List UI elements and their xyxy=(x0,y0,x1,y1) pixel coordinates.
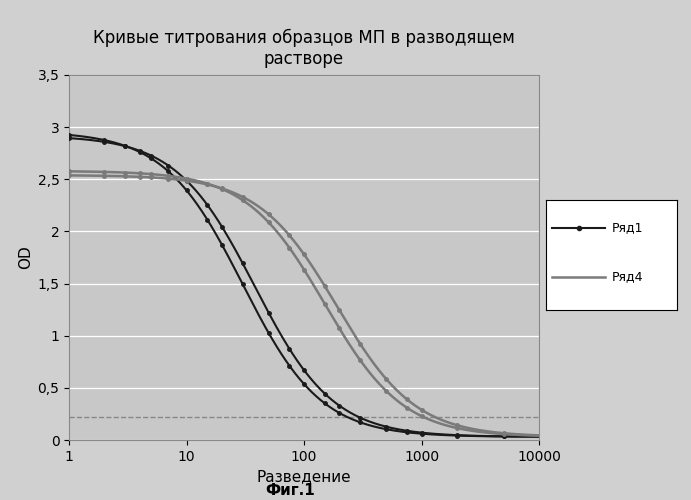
Title: Кривые титрования образцов МП в разводящем
растворе: Кривые титрования образцов МП в разводящ… xyxy=(93,29,515,68)
Text: Ряд1: Ряд1 xyxy=(612,221,643,234)
Y-axis label: OD: OD xyxy=(18,246,33,270)
Text: Фиг.1: Фиг.1 xyxy=(265,483,315,498)
X-axis label: Разведение: Разведение xyxy=(257,470,351,484)
Text: Ряд4: Ряд4 xyxy=(612,270,643,283)
